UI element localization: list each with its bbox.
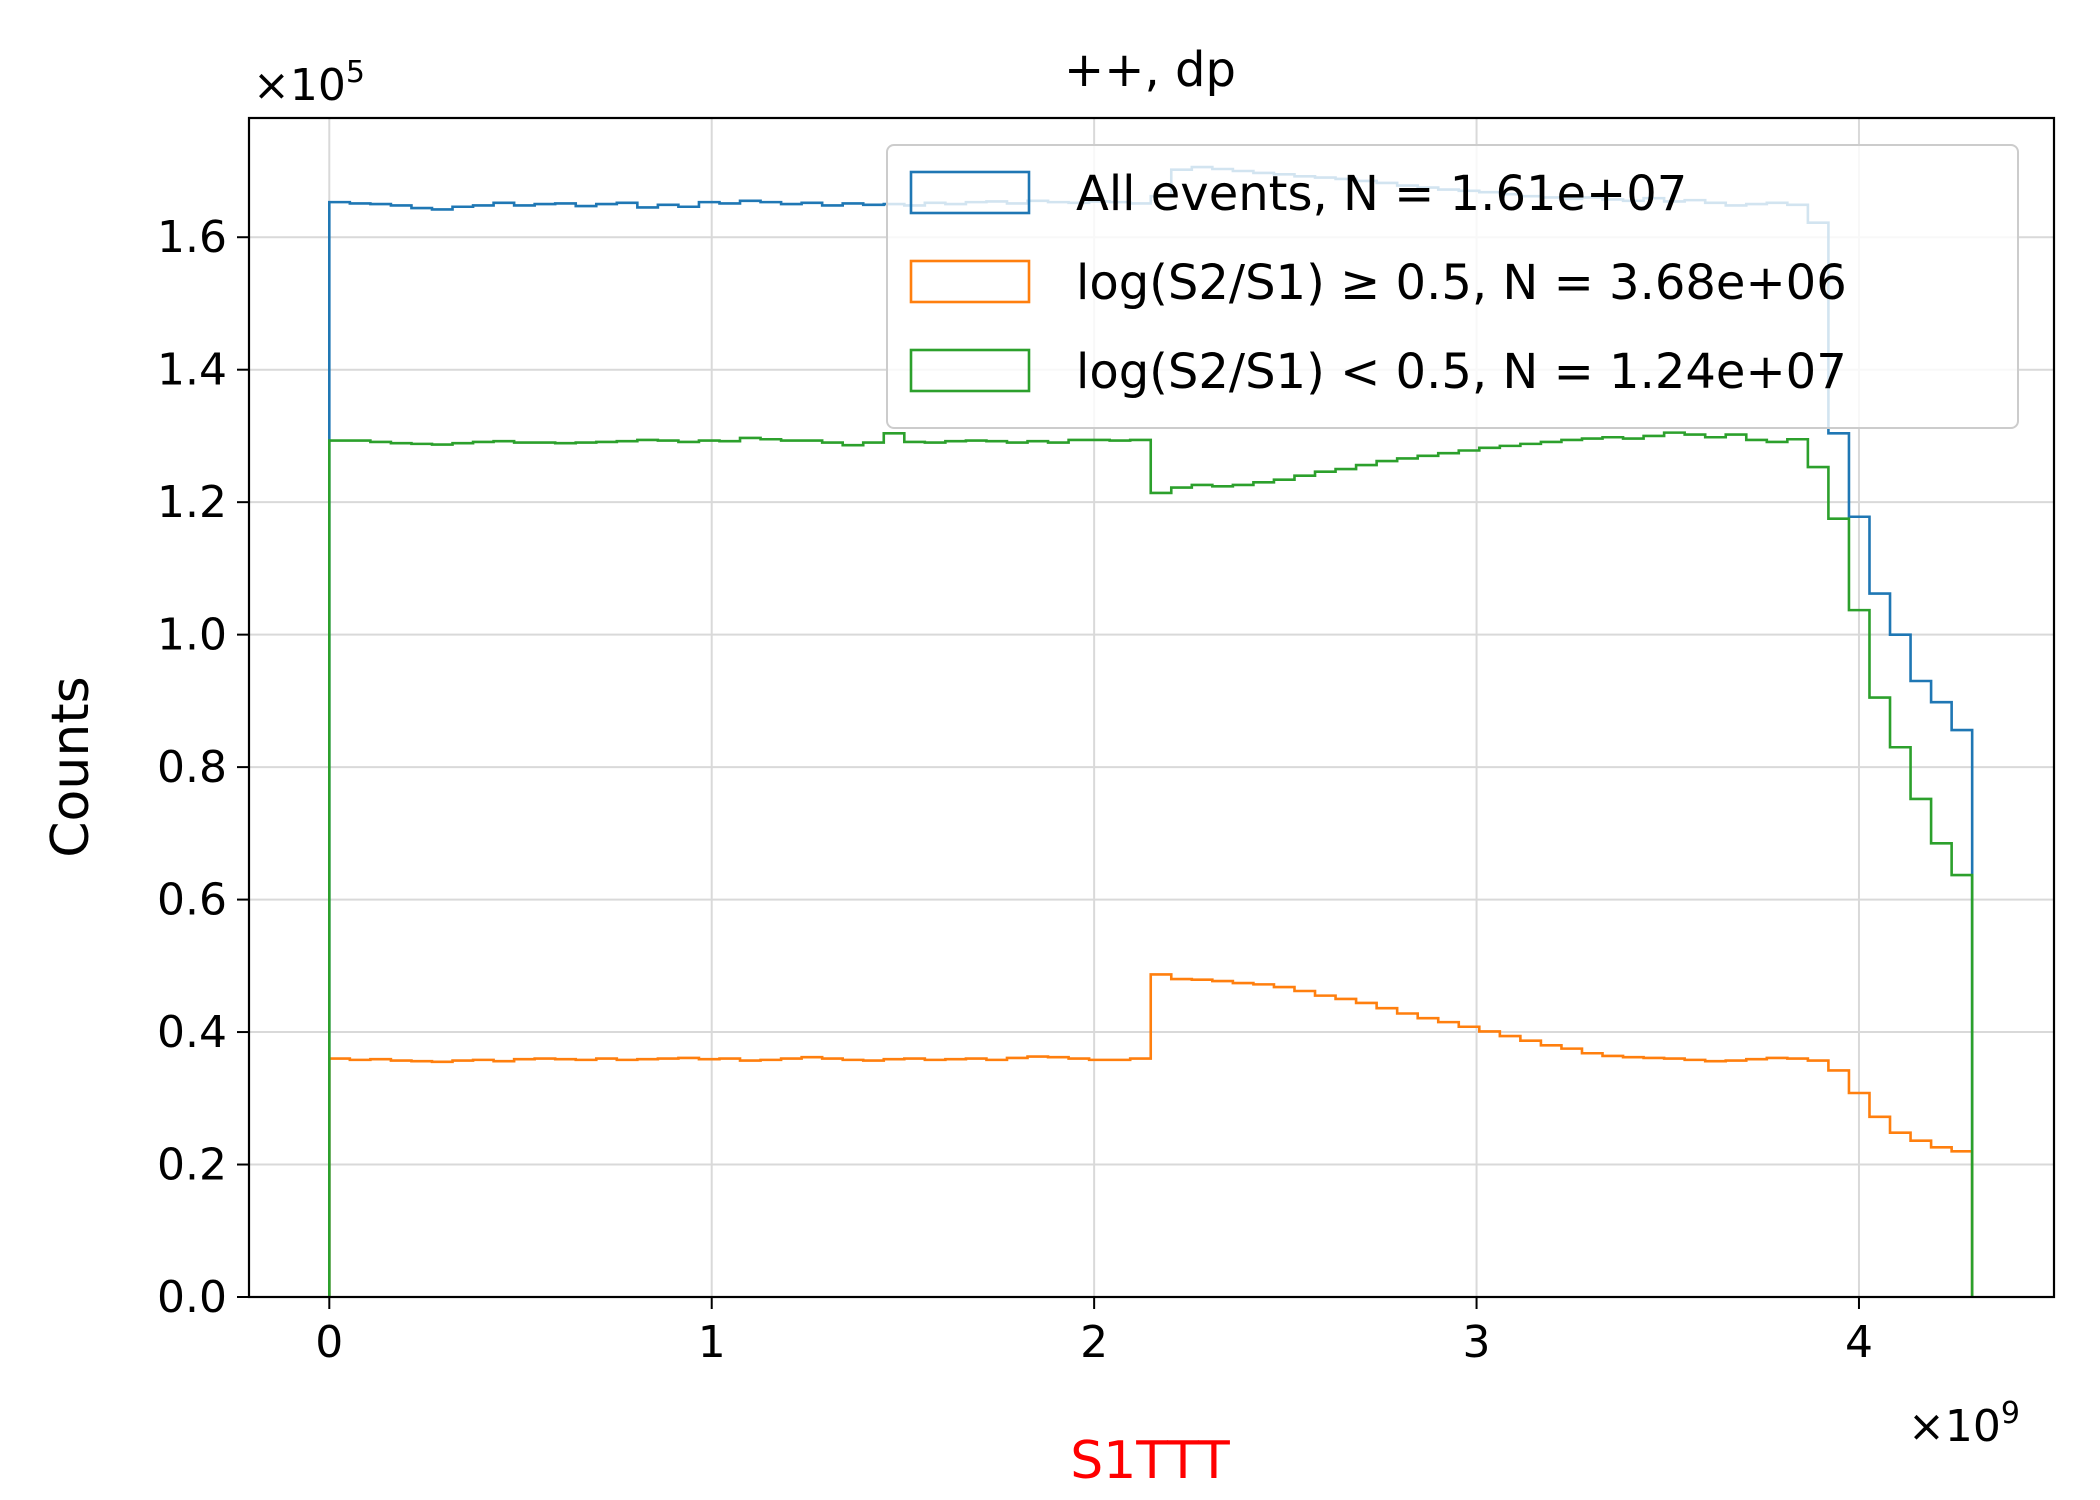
series-line-2 — [328, 431, 1974, 1297]
x-tick-label: 3 — [1463, 1317, 1491, 1368]
y-tick-label: 1.4 — [157, 345, 227, 396]
legend-frame — [886, 144, 2019, 429]
y-axis-label: Counts — [41, 676, 101, 858]
legend-label: log(S2/S1) < 0.5, N = 1.24e+07 — [1076, 344, 1847, 400]
x-tick-label: 2 — [1080, 1317, 1108, 1368]
x-axis-label: S1TTT — [1070, 1431, 1230, 1491]
x-tick-label: 4 — [1845, 1317, 1873, 1368]
legend-label: log(S2/S1) ≥ 0.5, N = 3.68e+06 — [1076, 255, 1847, 311]
legend-swatch — [909, 170, 1031, 215]
y-tick-label: 0.4 — [157, 1007, 227, 1058]
x-axis-ticks: 0 1 2 3 4 — [315, 1297, 1873, 1368]
y-tick-label: 0.8 — [157, 742, 227, 793]
y-axis-ticks: 0.0 0.2 0.4 0.6 0.8 1.0 1.2 1.4 1.6 — [157, 212, 249, 1323]
chart-title: ++, dp — [1064, 42, 1236, 98]
legend-swatch — [909, 259, 1031, 304]
y-tick-label: 0.6 — [157, 875, 227, 926]
y-tick-label: 1.0 — [157, 610, 227, 661]
y-tick-label: 0.2 — [157, 1140, 227, 1191]
y-tick-label: 1.6 — [157, 212, 227, 263]
y-axis-offset-text: ×105 — [253, 55, 365, 111]
x-tick-label: 0 — [315, 1317, 343, 1368]
x-axis-offset-text: ×109 — [1908, 1396, 2020, 1452]
legend-label: All events, N = 1.61e+07 — [1076, 166, 1687, 222]
legend-swatch — [909, 348, 1031, 393]
legend: All events, N = 1.61e+07 log(S2/S1) ≥ 0.5… — [886, 144, 2019, 429]
y-tick-label: 0.0 — [157, 1272, 227, 1323]
plot-frame — [247, 116, 2056, 1299]
series-line-1 — [328, 973, 1974, 1297]
x-tick-label: 1 — [698, 1317, 726, 1368]
y-tick-label: 1.2 — [157, 477, 227, 528]
